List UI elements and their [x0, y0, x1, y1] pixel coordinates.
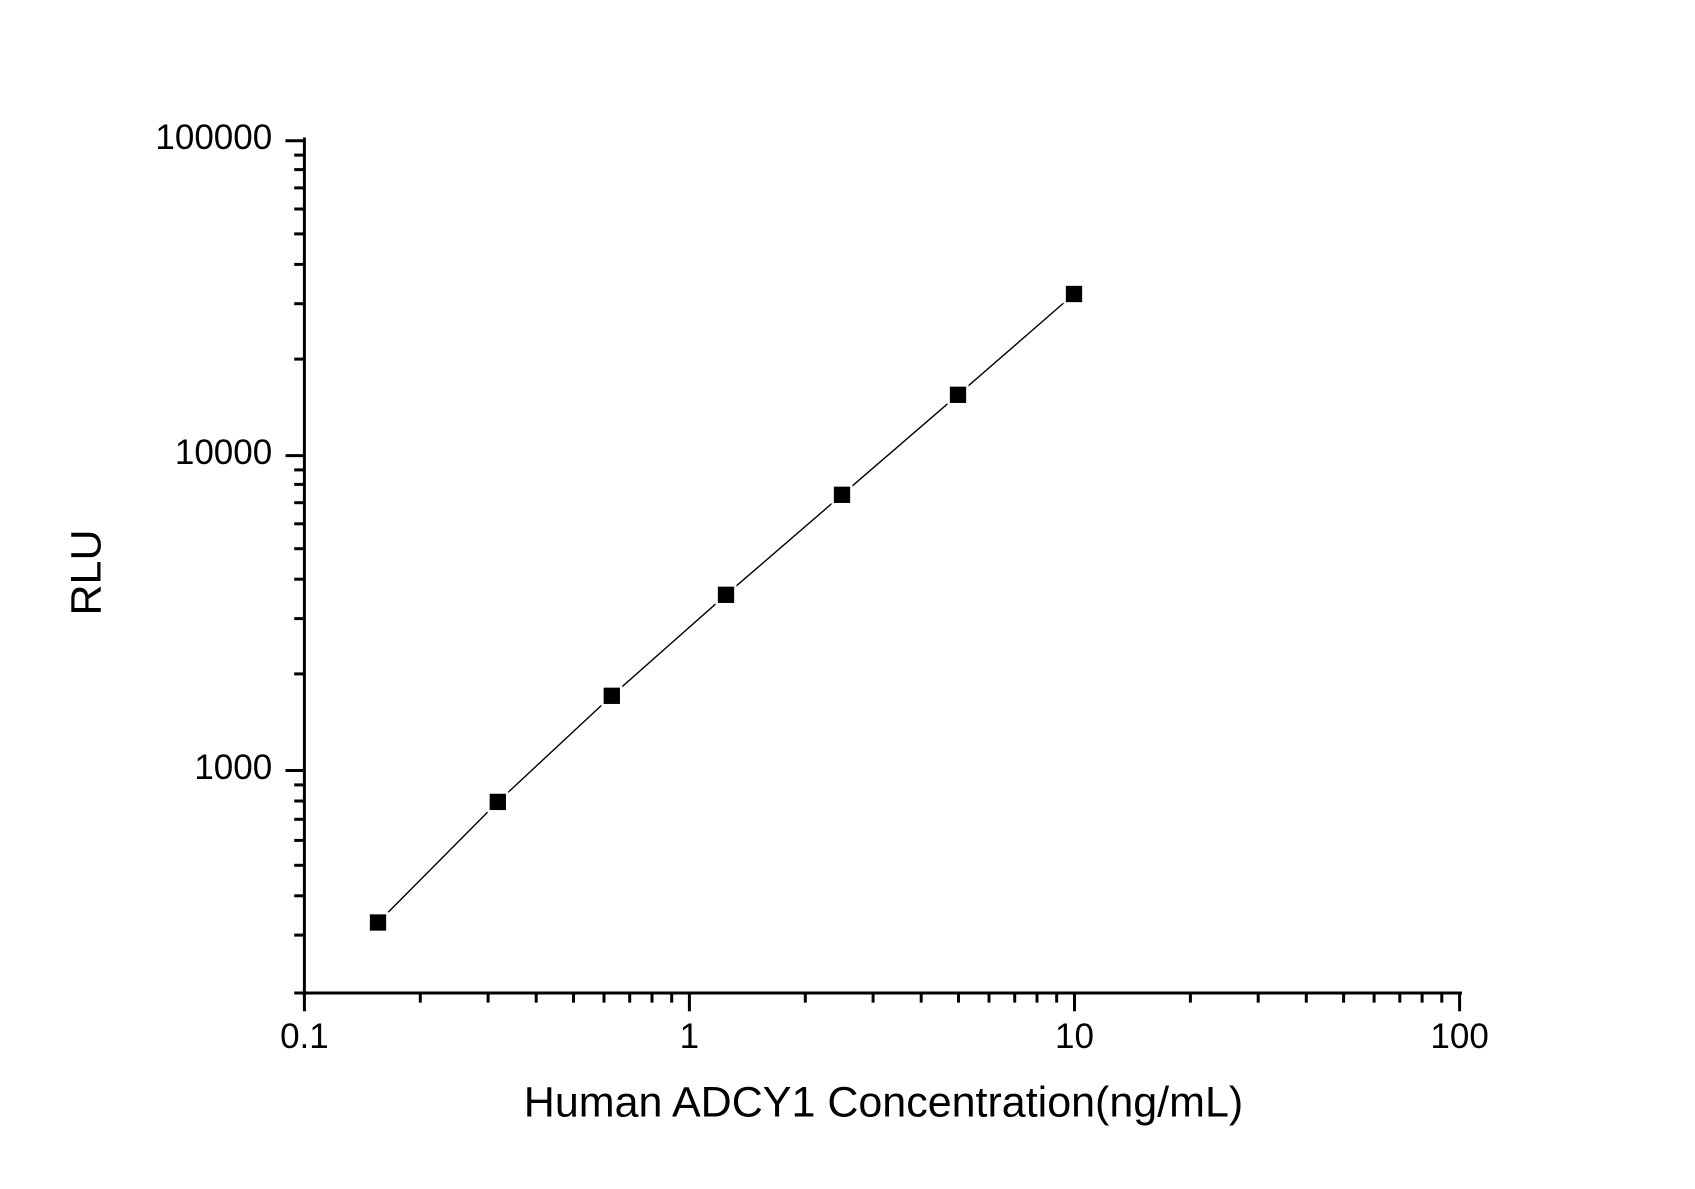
svg-text:RLU: RLU: [63, 529, 111, 615]
svg-text:1000: 1000: [194, 748, 272, 787]
svg-text:100: 100: [1430, 1017, 1488, 1056]
svg-text:0.1: 0.1: [280, 1017, 329, 1056]
svg-text:100000: 100000: [155, 118, 272, 157]
svg-text:10: 10: [1055, 1017, 1094, 1056]
svg-text:Human ADCY1 Concentration(ng/m: Human ADCY1 Concentration(ng/mL): [524, 1079, 1243, 1127]
svg-text:1: 1: [680, 1017, 699, 1056]
svg-text:10000: 10000: [175, 433, 272, 472]
